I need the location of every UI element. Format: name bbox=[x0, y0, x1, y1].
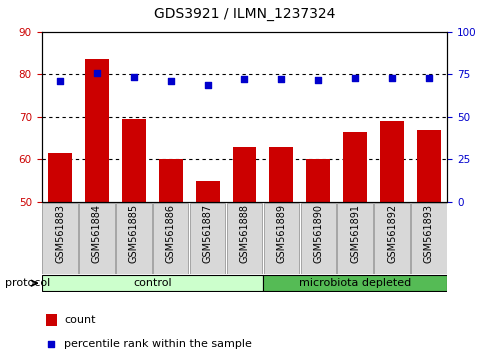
Bar bbox=[122, 119, 145, 202]
Bar bbox=[189, 202, 225, 274]
Bar bbox=[159, 159, 183, 202]
Text: count: count bbox=[64, 315, 95, 325]
Bar bbox=[41, 275, 263, 291]
Text: protocol: protocol bbox=[5, 278, 50, 288]
Bar bbox=[116, 202, 151, 274]
Bar bbox=[416, 130, 440, 202]
Point bbox=[203, 82, 211, 88]
Text: GSM561890: GSM561890 bbox=[313, 204, 323, 263]
Text: GSM561885: GSM561885 bbox=[128, 204, 139, 263]
Point bbox=[387, 75, 395, 81]
Bar bbox=[226, 202, 262, 274]
Point bbox=[130, 74, 138, 80]
Bar bbox=[410, 202, 446, 274]
Bar bbox=[85, 59, 109, 202]
Text: GSM561884: GSM561884 bbox=[92, 204, 102, 263]
Bar bbox=[374, 202, 409, 274]
Point bbox=[166, 78, 174, 84]
Text: GSM561887: GSM561887 bbox=[202, 204, 212, 263]
Bar bbox=[263, 202, 299, 274]
Text: GSM561886: GSM561886 bbox=[165, 204, 175, 263]
Text: percentile rank within the sample: percentile rank within the sample bbox=[64, 339, 251, 349]
Bar bbox=[300, 202, 335, 274]
Point bbox=[350, 75, 358, 81]
Point bbox=[240, 76, 248, 82]
Point bbox=[56, 78, 64, 84]
Text: GSM561888: GSM561888 bbox=[239, 204, 249, 263]
Bar bbox=[269, 147, 293, 202]
Bar bbox=[79, 202, 114, 274]
Bar bbox=[48, 153, 72, 202]
Text: control: control bbox=[133, 278, 171, 288]
Text: GSM561892: GSM561892 bbox=[386, 204, 396, 263]
Point bbox=[314, 78, 322, 83]
Text: GSM561883: GSM561883 bbox=[55, 204, 65, 263]
Bar bbox=[195, 181, 219, 202]
Bar bbox=[343, 132, 366, 202]
Bar bbox=[379, 121, 403, 202]
Text: GSM561893: GSM561893 bbox=[423, 204, 433, 263]
Bar bbox=[263, 275, 447, 291]
Text: microbiota depleted: microbiota depleted bbox=[299, 278, 410, 288]
Point bbox=[424, 75, 432, 81]
Bar bbox=[45, 314, 57, 326]
Bar bbox=[42, 202, 78, 274]
Point bbox=[277, 76, 285, 82]
Text: GSM561891: GSM561891 bbox=[349, 204, 360, 263]
Bar bbox=[153, 202, 188, 274]
Point bbox=[47, 341, 55, 347]
Bar bbox=[337, 202, 372, 274]
Point bbox=[93, 71, 101, 76]
Text: GSM561889: GSM561889 bbox=[276, 204, 286, 263]
Bar bbox=[232, 147, 256, 202]
Bar bbox=[305, 159, 329, 202]
Text: GDS3921 / ILMN_1237324: GDS3921 / ILMN_1237324 bbox=[154, 7, 334, 21]
